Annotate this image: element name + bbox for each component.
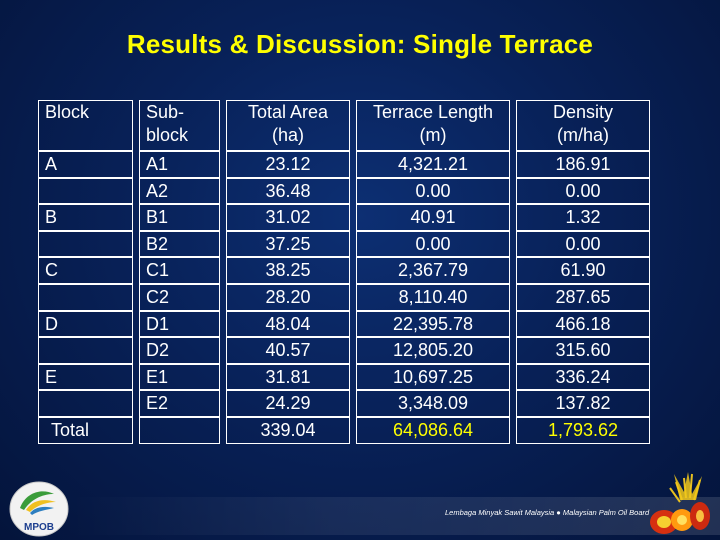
table-header-row: Block Sub-block Total Area (ha) Terrace L…	[38, 100, 650, 151]
cell-block	[38, 390, 133, 417]
svg-text:MPOB: MPOB	[24, 522, 54, 533]
table-row: D D1 48.04 22,395.78 466.18	[38, 310, 650, 338]
cell-terrace-length: 2,367.79	[356, 257, 510, 284]
cell-total-area: 31.81	[226, 363, 350, 391]
cell-density: 0.00	[516, 230, 650, 258]
footer-org-text: Lembaga Minyak Sawit Malaysia ● Malaysia…	[445, 508, 650, 517]
header-terrace-length: Terrace Length (m)	[356, 100, 510, 151]
cell-terrace-length: 4,321.21	[356, 151, 510, 178]
cell-total-area: 31.02	[226, 204, 350, 231]
cell-total-area: 28.20	[226, 283, 350, 311]
cell-subblock: C2	[139, 283, 220, 311]
header-total-area: Total Area (ha)	[226, 100, 350, 151]
table-total-row: Total 339.04 64,086.64 1,793.62	[38, 416, 650, 444]
cell-terrace-length: 0.00	[356, 230, 510, 258]
total-area-value: 339.04	[226, 416, 350, 444]
cell-density: 1.32	[516, 204, 650, 231]
cell-density: 466.18	[516, 310, 650, 338]
cell-block	[38, 337, 133, 364]
cell-block	[38, 283, 133, 311]
cell-terrace-length: 10,697.25	[356, 363, 510, 391]
footer-band	[70, 497, 720, 535]
cell-density: 287.65	[516, 283, 650, 311]
table-row: B2 37.25 0.00 0.00	[38, 230, 650, 258]
total-density-value: 1,793.62	[516, 416, 650, 444]
table-row: A A1 23.12 4,321.21 186.91	[38, 151, 650, 178]
cell-total-area: 48.04	[226, 310, 350, 338]
cell-block: C	[38, 257, 133, 284]
slide-title: Results & Discussion: Single Terrace	[126, 29, 594, 59]
cell-subblock: C1	[139, 257, 220, 284]
cell-subblock: B2	[139, 230, 220, 258]
cell-block: A	[38, 151, 133, 178]
cell-subblock: A1	[139, 151, 220, 178]
cell-density: 0.00	[516, 177, 650, 205]
table-row: C C1 38.25 2,367.79 61.90	[38, 257, 650, 284]
cell-terrace-length: 0.00	[356, 177, 510, 205]
header-block: Block	[38, 100, 133, 151]
results-table-container: Block Sub-block Total Area (ha) Terrace L…	[38, 100, 650, 444]
cell-total-area: 23.12	[226, 151, 350, 178]
results-table: Block Sub-block Total Area (ha) Terrace L…	[38, 100, 650, 444]
cell-terrace-length: 8,110.40	[356, 283, 510, 311]
header-subblock: Sub-block	[139, 100, 220, 151]
cell-block: E	[38, 363, 133, 391]
cell-density: 186.91	[516, 151, 650, 178]
table-row: D2 40.57 12,805.20 315.60	[38, 337, 650, 364]
cell-subblock: B1	[139, 204, 220, 231]
cell-terrace-length: 22,395.78	[356, 310, 510, 338]
cell-subblock: E1	[139, 363, 220, 391]
cell-subblock: E2	[139, 390, 220, 417]
cell-density: 137.82	[516, 390, 650, 417]
cell-total-area: 38.25	[226, 257, 350, 284]
cell-total-area: 24.29	[226, 390, 350, 417]
cell-subblock: D2	[139, 337, 220, 364]
cell-block: D	[38, 310, 133, 338]
table-row: C2 28.20 8,110.40 287.65	[38, 283, 650, 311]
cell-block: B	[38, 204, 133, 231]
cell-density: 61.90	[516, 257, 650, 284]
table-row: E2 24.29 3,348.09 137.82	[38, 390, 650, 417]
cell-subblock: D1	[139, 310, 220, 338]
table-row: B B1 31.02 40.91 1.32	[38, 204, 650, 231]
table-row: A2 36.48 0.00 0.00	[38, 177, 650, 205]
cell-density: 315.60	[516, 337, 650, 364]
cell-terrace-length: 12,805.20	[356, 337, 510, 364]
cell-total-area: 36.48	[226, 177, 350, 205]
cell-block	[38, 177, 133, 205]
footer: Lembaga Minyak Sawit Malaysia ● Malaysia…	[0, 475, 720, 540]
mpob-logo: MPOB	[9, 481, 69, 537]
header-density: Density (m/ha)	[516, 100, 650, 151]
cell-terrace-length: 40.91	[356, 204, 510, 231]
cell-terrace-length: 3,348.09	[356, 390, 510, 417]
total-subblock-empty	[139, 416, 220, 444]
cell-density: 336.24	[516, 363, 650, 391]
cell-block	[38, 230, 133, 258]
total-length-value: 64,086.64	[356, 416, 510, 444]
total-label: Total	[38, 416, 133, 444]
table-body: A A1 23.12 4,321.21 186.91 A2 36.48 0.00 0.00 B B1…	[38, 151, 650, 444]
cell-total-area: 37.25	[226, 230, 350, 258]
cell-total-area: 40.57	[226, 337, 350, 364]
table-row: E E1 31.81 10,697.25 336.24	[38, 363, 650, 391]
palm-fruit-graphic	[650, 472, 710, 534]
cell-subblock: A2	[139, 177, 220, 205]
